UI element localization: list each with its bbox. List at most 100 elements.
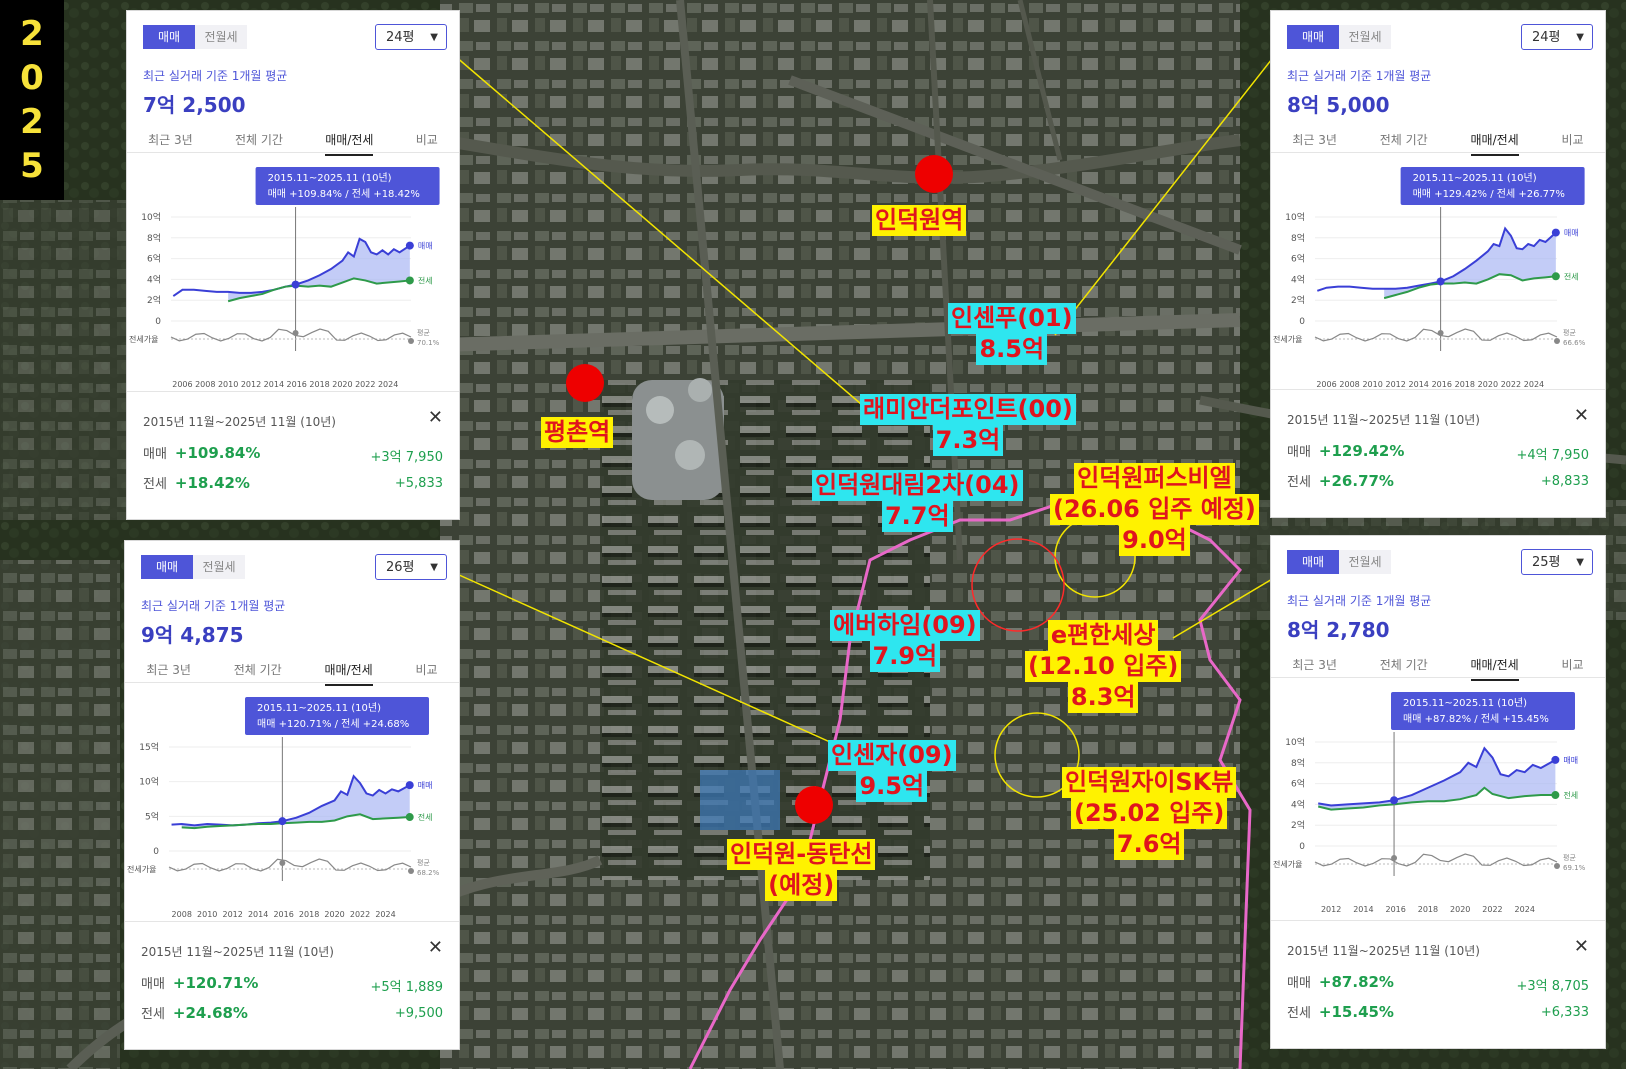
- ratio-end-point: [1554, 338, 1560, 344]
- sale-change-amount: +3억 7,950: [370, 450, 443, 465]
- tooltip-change: 매매 +87.82% / 전세 +15.45%: [1403, 713, 1549, 725]
- y-tick-label: 0: [1299, 317, 1305, 327]
- station-marker-dongtan: [795, 786, 833, 824]
- ratio-end-point: [408, 338, 414, 344]
- legend-jeonse: 전세: [1564, 271, 1579, 281]
- legend-jeonse: 전세: [418, 275, 433, 285]
- sale-change-label: 매매: [1287, 445, 1311, 460]
- y-tick-label: 8억: [147, 232, 161, 244]
- sale-change-label: 매매: [141, 977, 165, 992]
- sale-change-row: 매매 +129.42%: [1287, 441, 1404, 460]
- size-select[interactable]: 24평 ▼: [375, 24, 447, 50]
- jeonse-ratio-line: [1314, 328, 1558, 342]
- size-select[interactable]: 26평 ▼: [375, 554, 447, 580]
- jeonse-ratio-line: [1314, 853, 1558, 867]
- price-chart: 10억 8억 6억 4억 2억 0 매매 전세 전세가율 평균 69.1% 2012 2014 2016 2…: [1271, 686, 1605, 930]
- average-ratio-value: 70.1%: [417, 339, 440, 347]
- y-tick-label: 2억: [1291, 294, 1305, 306]
- tab-all-period[interactable]: 전체 기간: [233, 663, 282, 677]
- tab-compare[interactable]: 비교: [415, 133, 438, 147]
- jeonse-change-label: 전세: [1287, 475, 1311, 490]
- y-tick-label: 10억: [1285, 211, 1305, 223]
- year-digit: 2: [20, 14, 44, 54]
- jeonse-ratio-label: 전세가율: [1273, 859, 1302, 869]
- ratio-marker-point: [1391, 855, 1398, 861]
- sale-change-pct: +129.42%: [1318, 442, 1405, 460]
- price-panel-bottom-right: 매매 전월세 25평 ▼ 최근 실거래 기준 1개월 평균 8억 2,780 최근 3년 전체…: [1270, 535, 1606, 1049]
- x-tick-label: 2006: [1316, 380, 1336, 389]
- average-price: 8억 5,000: [1287, 93, 1390, 117]
- price-subtitle: 최근 실거래 기준 1개월 평균: [1287, 69, 1432, 83]
- size-select-value: 26평: [386, 560, 415, 575]
- tab-rent[interactable]: 전월세: [195, 25, 247, 49]
- ratio-end-point: [408, 868, 414, 874]
- y-tick-label: 0: [153, 847, 159, 857]
- station-marker-pyeongchon: [566, 364, 604, 402]
- tab-rent[interactable]: 전월세: [193, 555, 245, 579]
- y-tick-label: 5억: [145, 810, 159, 822]
- jeonse-ratio-line: [168, 858, 412, 872]
- close-icon[interactable]: ✕: [1573, 936, 1589, 957]
- sale-jeonse-gap-area: [228, 238, 410, 302]
- y-tick-label: 10억: [141, 211, 161, 223]
- year-digit: 5: [20, 146, 44, 186]
- close-icon[interactable]: ✕: [427, 407, 443, 428]
- sale-change-label: 매매: [143, 447, 167, 462]
- tab-compare[interactable]: 비교: [415, 663, 438, 677]
- tab-all-period[interactable]: 전체 기간: [235, 133, 283, 147]
- x-tick-label: 2012: [1385, 380, 1405, 389]
- y-tick-label: 6억: [147, 253, 161, 265]
- tab-compare[interactable]: 비교: [1561, 133, 1584, 147]
- x-tick-label: 2018: [1418, 905, 1438, 914]
- y-tick-label: 0: [1299, 842, 1305, 852]
- tab-sale[interactable]: 매매: [143, 25, 195, 49]
- tab-compare[interactable]: 비교: [1561, 658, 1584, 672]
- sale-jeonse-gap-area: [181, 776, 410, 829]
- tab-sale[interactable]: 매매: [1287, 25, 1339, 49]
- tab-recent-3y[interactable]: 최근 3년: [1292, 133, 1337, 147]
- size-select-value: 25평: [1532, 555, 1561, 570]
- tab-recent-3y[interactable]: 최근 3년: [146, 663, 191, 677]
- sale-change-amount: +3억 8,705: [1516, 979, 1589, 994]
- period-start-point: [1390, 796, 1399, 805]
- caret-down-icon: ▼: [1576, 32, 1584, 43]
- tab-sale-jeonse[interactable]: 매매/전세: [1470, 656, 1519, 681]
- tab-sale-jeonse[interactable]: 매매/전세: [324, 661, 373, 686]
- series-line-jeonse: [181, 813, 410, 830]
- close-icon[interactable]: ✕: [1573, 405, 1589, 426]
- period-start-point: [291, 280, 300, 289]
- divider: [125, 921, 459, 922]
- x-tick-label: 2020: [324, 910, 344, 919]
- x-tick-label: 2014: [248, 910, 268, 919]
- series-end-point-sale: [405, 781, 414, 790]
- legend-sale: 매매: [1564, 229, 1579, 238]
- average-price: 8억 2,780: [1287, 618, 1390, 642]
- x-tick-label: 2016: [287, 380, 307, 389]
- caret-down-icon: ▼: [430, 562, 438, 573]
- period-tabs: 최근 3년 전체 기간 매매/전세 비교: [1271, 656, 1605, 681]
- tab-all-period[interactable]: 전체 기간: [1379, 658, 1428, 672]
- tab-sale-jeonse[interactable]: 매매/전세: [325, 131, 374, 156]
- tab-all-period[interactable]: 전체 기간: [1379, 133, 1428, 147]
- size-select[interactable]: 25평 ▼: [1521, 549, 1593, 575]
- tab-recent-3y[interactable]: 최근 3년: [1292, 658, 1337, 672]
- tab-recent-3y[interactable]: 최근 3년: [148, 133, 193, 147]
- tab-sale[interactable]: 매매: [1287, 550, 1339, 574]
- y-tick-label: 2억: [147, 294, 161, 306]
- x-tick-label: 2018: [309, 380, 329, 389]
- complex-label-everhaim: 에버하임(09) 7.9억: [830, 610, 980, 672]
- size-select-value: 24평: [1532, 30, 1561, 45]
- ratio-marker-point: [279, 860, 286, 866]
- complex-label-insenpu: 인센푸(01) 8.5억: [948, 303, 1076, 365]
- x-tick-label: 2018: [1455, 380, 1475, 389]
- tab-rent[interactable]: 전월세: [1339, 25, 1391, 49]
- tab-sale[interactable]: 매매: [141, 555, 193, 579]
- tab-sale-jeonse[interactable]: 매매/전세: [1470, 131, 1519, 156]
- jeonse-ratio-label: 전세가율: [129, 334, 158, 344]
- tab-rent[interactable]: 전월세: [1339, 550, 1391, 574]
- x-tick-label: 2018: [299, 910, 319, 919]
- close-icon[interactable]: ✕: [427, 937, 443, 958]
- size-select[interactable]: 24평 ▼: [1521, 24, 1593, 50]
- x-tick-label: 2014: [1353, 905, 1373, 914]
